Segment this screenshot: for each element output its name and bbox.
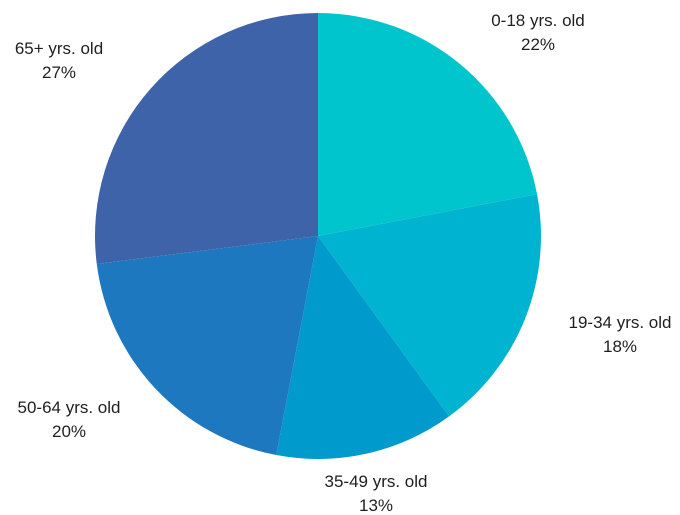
slice-percent-label: 22% <box>521 35 555 54</box>
slice-percent-label: 18% <box>603 337 637 356</box>
slice-percent-label: 27% <box>42 63 76 82</box>
pie-slice-5 <box>95 13 318 264</box>
slice-percent-label: 20% <box>52 422 86 441</box>
slice-category-label: 0-18 yrs. old <box>491 11 585 30</box>
slice-category-label: 35-49 yrs. old <box>325 472 428 491</box>
pie-slice-2 <box>318 194 542 417</box>
slice-category-label: 65+ yrs. old <box>15 39 103 58</box>
pie-slice-4 <box>96 236 318 456</box>
pie-slices <box>95 12 542 460</box>
slice-percent-label: 13% <box>359 496 393 515</box>
pie-labels: 0-18 yrs. old 22% 19-34 yrs. old 18% 35-49 y… <box>15 11 672 515</box>
pie-slice-3 <box>276 236 450 460</box>
slice-category-label: 50-64 yrs. old <box>18 398 121 417</box>
slice-category-label: 19-34 yrs. old <box>569 313 672 332</box>
pie-slice-1 <box>318 12 538 236</box>
